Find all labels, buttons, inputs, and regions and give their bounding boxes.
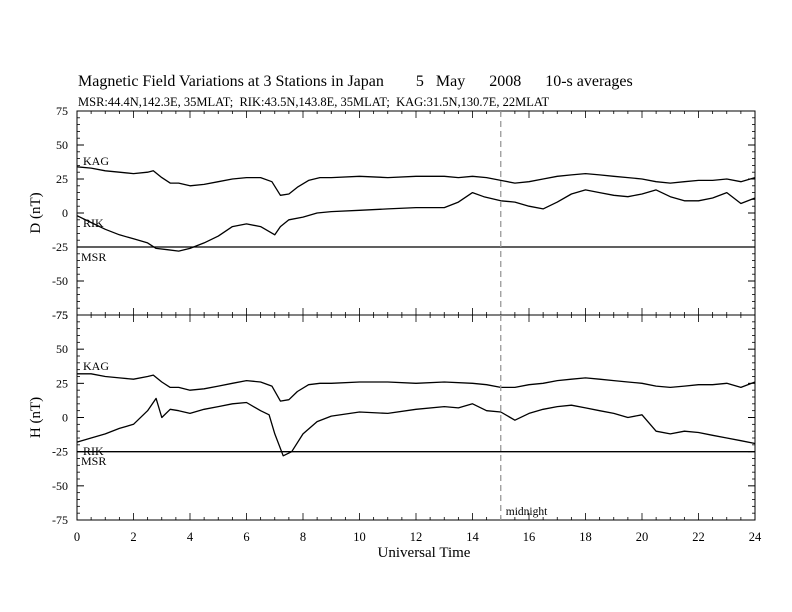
xtick-label: 24 (749, 530, 762, 544)
ytick-label: 75 (56, 104, 68, 118)
ytick-label: 0 (62, 206, 68, 220)
xtick-label: 2 (130, 530, 136, 544)
xtick-label: 20 (636, 530, 649, 544)
panel-frame-0 (76, 110, 756, 316)
ytick-label: -50 (52, 479, 68, 493)
xtick-label: 14 (466, 530, 479, 544)
ytick-label: -75 (52, 513, 68, 527)
y-axis-label: D (nT) (28, 192, 44, 233)
midnight-label: midnight (506, 506, 548, 518)
xtick-label: 22 (692, 530, 705, 544)
xtick-label: 8 (300, 530, 306, 544)
ytick-label: 0 (62, 411, 68, 425)
series-line-rik (76, 189, 756, 252)
series-label-rik: RIK (83, 216, 104, 230)
ytick-label: -25 (52, 240, 68, 254)
series-line-rik (76, 397, 756, 457)
xtick-label: 16 (523, 530, 536, 544)
series-label-rik: RIK (83, 444, 104, 458)
xtick-label: 0 (74, 530, 80, 544)
series-line-kag (76, 166, 756, 196)
ytick-label: 75 (56, 308, 68, 322)
ytick-label: 25 (56, 376, 68, 390)
chart-title: Magnetic Field Variations at 3 Stations … (78, 73, 633, 90)
xtick-label: 6 (243, 530, 249, 544)
ytick-label: 50 (56, 138, 68, 152)
x-axis-label: Universal Time (378, 545, 471, 561)
ytick-label: 25 (56, 172, 68, 186)
ytick-label: -50 (52, 274, 68, 288)
series-label-msr: MSR (81, 250, 106, 264)
series-label-kag: KAG (83, 154, 109, 168)
series-label-msr: MSR (81, 454, 106, 468)
chart-subtitle: MSR:44.4N,142.3E, 35MLAT; RIK:43.5N,143.… (78, 95, 550, 109)
xtick-label: 18 (579, 530, 592, 544)
y-axis-label: H (nT) (28, 397, 44, 438)
ytick-label: -75 (52, 308, 68, 322)
xtick-label: 10 (353, 530, 366, 544)
panel-frame-1 (76, 314, 756, 521)
ytick-label: 50 (56, 342, 68, 356)
xtick-label: 12 (410, 530, 423, 544)
series-label-kag: KAG (83, 359, 109, 373)
series-line-kag (77, 373, 756, 402)
xtick-label: 4 (187, 530, 194, 544)
ytick-label: -25 (52, 445, 68, 459)
